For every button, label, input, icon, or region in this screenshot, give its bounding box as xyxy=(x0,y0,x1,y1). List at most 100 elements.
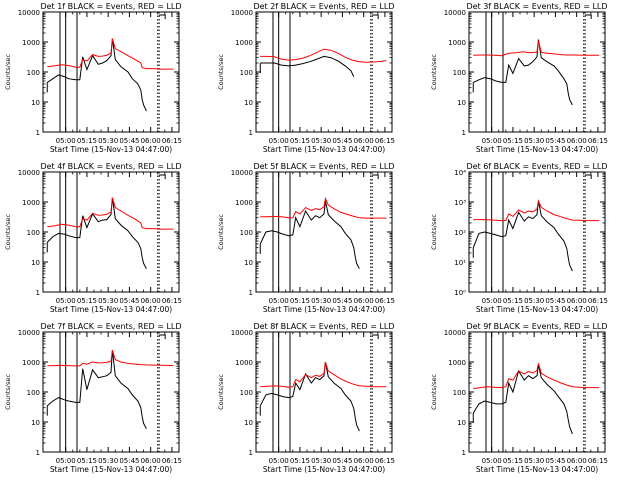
x-tick-label: 05:00 xyxy=(482,457,502,465)
panel-det-5: Det 5f BLACK = Events, RED = LLD Counts/s… xyxy=(217,162,395,314)
y-axis-label: Counts/sec xyxy=(217,54,225,90)
panel-title: Det 7f BLACK = Events, RED = LLD xyxy=(40,322,181,331)
series-lld-line xyxy=(47,38,174,70)
y-tick-label: 10000 xyxy=(231,9,253,17)
series-events-line xyxy=(46,350,147,429)
interval-bracket xyxy=(159,334,166,339)
x-tick-label: 05:15 xyxy=(503,137,523,145)
y-axis-label: Counts/sec xyxy=(4,214,12,250)
x-axis-label: Start Time (15-Nov-13 04:47:00) xyxy=(476,145,598,154)
x-tick-label: 05:45 xyxy=(119,137,139,145)
series-events-line xyxy=(473,39,573,106)
interval-bracket xyxy=(585,174,592,179)
x-tick-label: 05:45 xyxy=(119,457,139,465)
plot-frame xyxy=(42,331,180,453)
x-tick-label: 06:15 xyxy=(162,137,182,145)
y-tick-label: 1000 xyxy=(22,39,40,47)
y-tick-label: 1 xyxy=(249,289,253,297)
x-tick-label: 05:45 xyxy=(332,297,352,305)
x-axis-label: Start Time (15-Nov-13 04:47:00) xyxy=(50,305,172,314)
series-lld-line xyxy=(473,40,600,57)
x-tick-label: 06:15 xyxy=(588,457,608,465)
y-tick-label: 10 xyxy=(244,419,253,427)
x-tick-label: 05:30 xyxy=(311,137,331,145)
x-tick-label: 06:00 xyxy=(141,297,161,305)
x-axis-label: Start Time (15-Nov-13 04:47:00) xyxy=(50,145,172,154)
x-tick-label: 06:00 xyxy=(354,297,374,305)
x-tick-label: 06:15 xyxy=(375,457,395,465)
plot-frame xyxy=(255,11,393,133)
y-tick-label: 1 xyxy=(249,449,253,457)
x-tick-label: 05:30 xyxy=(311,457,331,465)
panel-title: Det 8f BLACK = Events, RED = LLD xyxy=(253,322,394,331)
series-events-line xyxy=(259,361,360,432)
x-tick-label: 06:00 xyxy=(567,137,587,145)
plot-frame xyxy=(42,11,180,133)
y-tick-label: 10⁰ xyxy=(454,289,466,297)
interval-bracket xyxy=(372,334,379,339)
series-lld-line xyxy=(260,361,387,388)
panel-title: Det 9f BLACK = Events, RED = LLD xyxy=(466,322,607,331)
interval-bracket xyxy=(372,174,379,179)
x-tick-label: 05:45 xyxy=(332,457,352,465)
y-tick-label: 100 xyxy=(453,69,466,77)
y-tick-label: 100 xyxy=(27,229,40,237)
interval-bracket xyxy=(585,14,592,19)
x-tick-label: 05:30 xyxy=(524,137,544,145)
series-events-line xyxy=(472,200,573,272)
x-tick-label: 05:00 xyxy=(482,137,502,145)
y-tick-label: 10 xyxy=(244,99,253,107)
panel-det-4: Det 4f BLACK = Events, RED = LLD Counts/s… xyxy=(4,162,182,314)
y-axis-label: Counts/sec xyxy=(217,214,225,250)
x-tick-label: 05:30 xyxy=(524,297,544,305)
x-tick-label: 05:15 xyxy=(77,457,97,465)
y-tick-label: 1 xyxy=(36,129,40,137)
panel-det-7: Det 7f BLACK = Events, RED = LLD Counts/s… xyxy=(4,322,182,474)
x-tick-label: 05:45 xyxy=(332,137,352,145)
x-tick-label: 05:30 xyxy=(524,457,544,465)
x-tick-label: 05:00 xyxy=(269,297,289,305)
y-tick-label: 100 xyxy=(240,389,253,397)
y-tick-label: 10² xyxy=(454,229,466,237)
plot-frame xyxy=(468,331,606,453)
panel-title: Det 1f BLACK = Events, RED = LLD xyxy=(40,2,181,11)
x-tick-label: 06:00 xyxy=(567,297,587,305)
interval-bracket xyxy=(585,334,592,339)
panel-det-3: Det 3f BLACK = Events, RED = LLD Counts/s… xyxy=(430,2,608,154)
x-tick-label: 06:00 xyxy=(354,137,374,145)
series-events-line xyxy=(259,200,360,269)
series-events-line xyxy=(260,55,355,77)
x-tick-label: 05:45 xyxy=(545,457,565,465)
y-tick-label: 1 xyxy=(249,129,253,137)
x-axis-label: Start Time (15-Nov-13 04:47:00) xyxy=(50,465,172,474)
x-tick-label: 06:15 xyxy=(375,297,395,305)
y-tick-label: 100 xyxy=(27,389,40,397)
y-tick-label: 10000 xyxy=(18,329,40,337)
x-tick-label: 06:00 xyxy=(141,137,161,145)
y-axis-label: Counts/sec xyxy=(4,54,12,90)
series-lld-line xyxy=(473,199,600,222)
x-tick-label: 05:30 xyxy=(311,297,331,305)
x-axis-label: Start Time (15-Nov-13 04:47:00) xyxy=(476,305,598,314)
panel-title: Det 6f BLACK = Events, RED = LLD xyxy=(466,162,607,171)
panel-title: Det 3f BLACK = Events, RED = LLD xyxy=(466,2,607,11)
y-tick-label: 10 xyxy=(31,99,40,107)
panel-det-6: Det 6f BLACK = Events, RED = LLD Counts/s… xyxy=(430,162,608,314)
y-tick-label: 100 xyxy=(240,229,253,237)
y-tick-label: 100 xyxy=(453,389,466,397)
y-tick-label: 1000 xyxy=(235,199,253,207)
series-lld-line xyxy=(47,197,174,230)
y-tick-label: 1000 xyxy=(22,359,40,367)
plot-frame xyxy=(468,171,606,293)
y-tick-label: 1 xyxy=(462,449,466,457)
y-tick-label: 10000 xyxy=(231,329,253,337)
x-tick-label: 05:15 xyxy=(290,457,310,465)
x-tick-label: 05:15 xyxy=(290,137,310,145)
y-tick-label: 10¹ xyxy=(454,259,466,267)
y-axis-label: Counts/sec xyxy=(217,374,225,410)
y-tick-label: 100 xyxy=(240,69,253,77)
y-axis-label: Counts/sec xyxy=(430,374,438,410)
x-tick-label: 05:15 xyxy=(77,137,97,145)
